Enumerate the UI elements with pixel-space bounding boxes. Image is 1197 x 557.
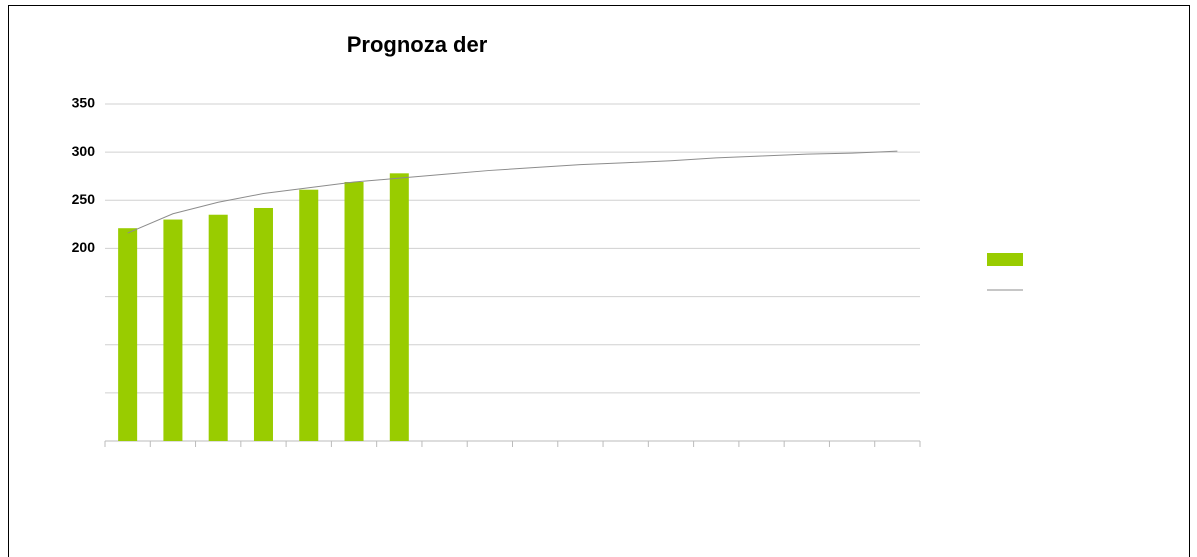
chart-title: Prognoza der — [347, 32, 488, 57]
chart-border — [8, 5, 1190, 557]
bar — [253, 207, 273, 441]
y-tick-label: 350 — [72, 95, 96, 111]
bar — [344, 181, 364, 441]
y-labels: 200 250 300 350 — [72, 95, 96, 255]
y-tick-label: 200 — [72, 239, 96, 255]
bar — [163, 219, 183, 441]
y-tick-label: 250 — [72, 191, 96, 207]
y-tick-label: 300 — [72, 143, 96, 159]
bar — [118, 228, 138, 441]
legend-swatch — [987, 253, 1023, 266]
bar — [208, 214, 228, 441]
trend-line — [127, 150, 898, 234]
bar — [299, 189, 319, 441]
bar — [389, 173, 409, 441]
title-group: Prognoza der — [347, 32, 488, 57]
